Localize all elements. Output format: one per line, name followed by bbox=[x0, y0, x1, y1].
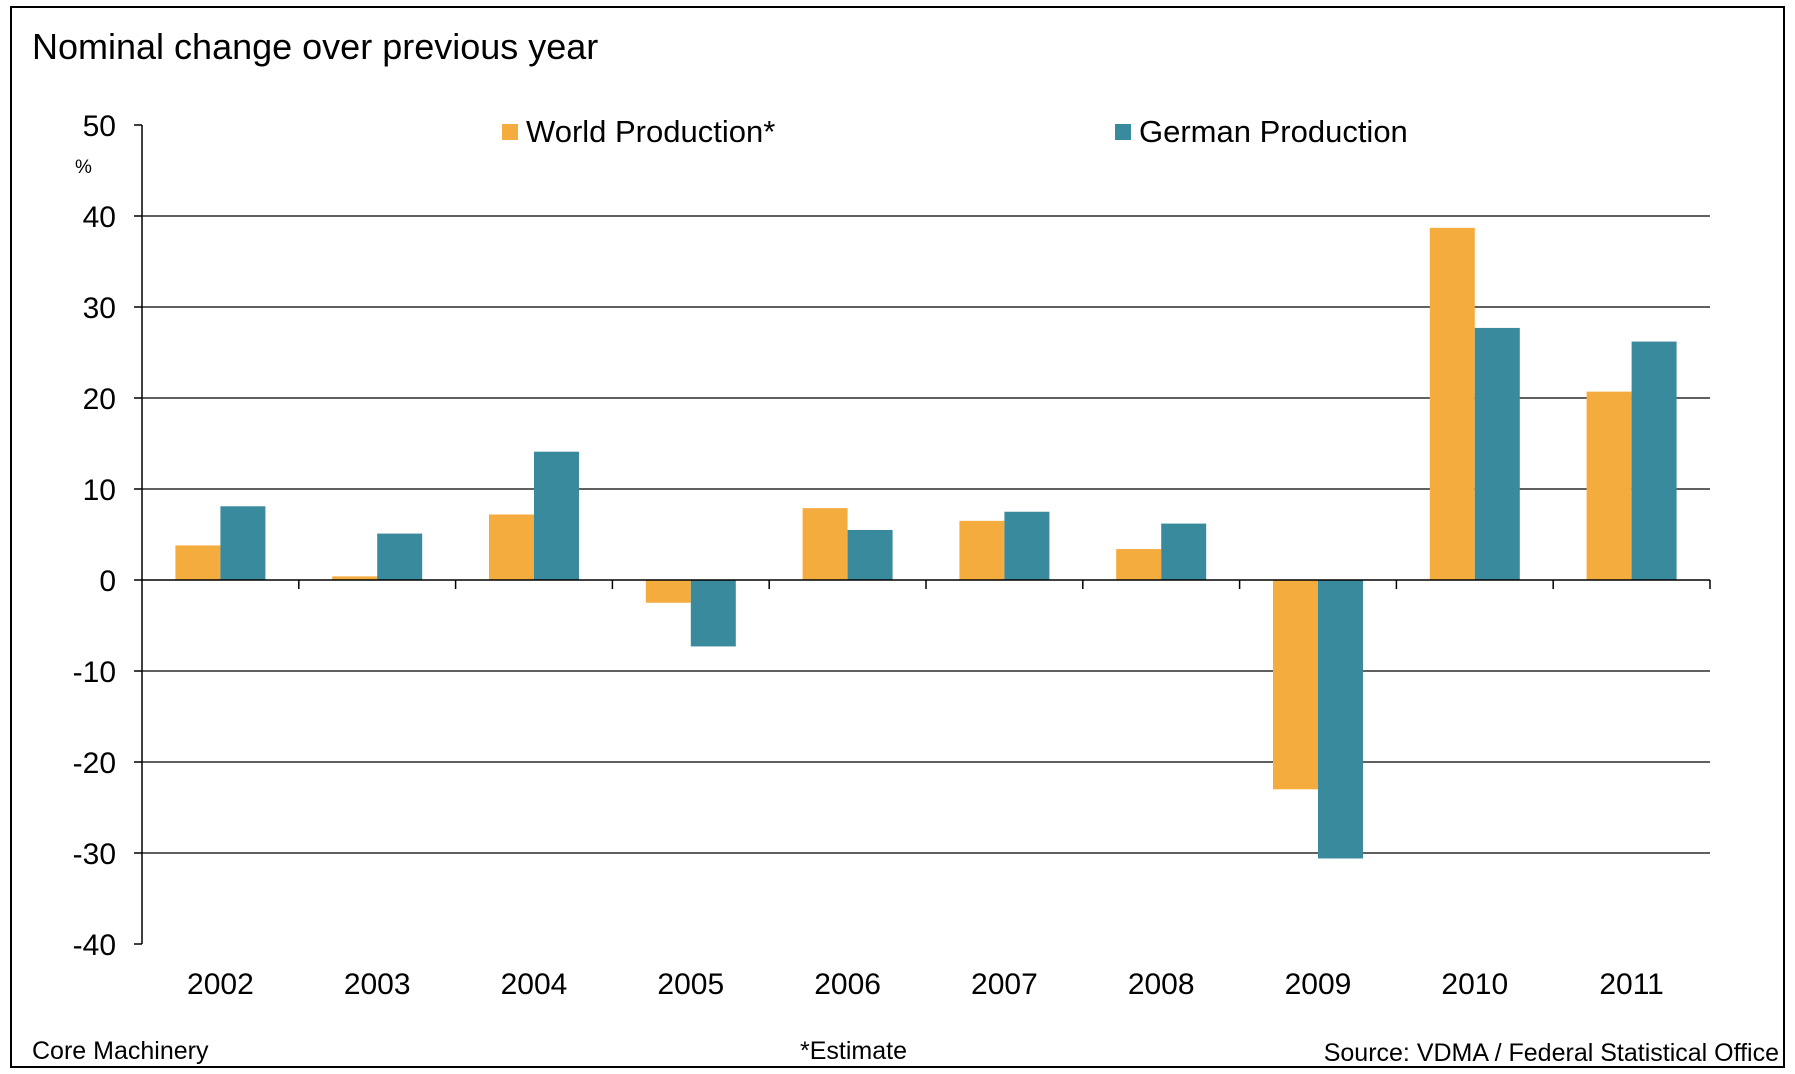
bar-world-2003 bbox=[332, 576, 378, 580]
x-tick-label: 2009 bbox=[1285, 968, 1352, 1001]
legend-label-world: World Production* bbox=[526, 114, 776, 149]
bar-world-2010 bbox=[1429, 227, 1475, 580]
x-tick-label: 2006 bbox=[814, 968, 881, 1001]
bar-world-2007 bbox=[959, 520, 1005, 580]
bar-german-2003 bbox=[377, 533, 423, 580]
y-tick-label: 50 bbox=[83, 110, 116, 143]
bar-world-2006 bbox=[802, 508, 848, 580]
y-tick-label: -10 bbox=[73, 656, 116, 689]
bar-german-2008 bbox=[1161, 523, 1207, 580]
bar-world-2002 bbox=[175, 545, 221, 580]
bar-german-2010 bbox=[1474, 327, 1520, 580]
bar-german-2002 bbox=[220, 506, 266, 580]
bar-german-2009 bbox=[1318, 580, 1363, 859]
bar-world-2008 bbox=[1116, 549, 1162, 580]
y-tick-label: -40 bbox=[73, 929, 116, 962]
bar-world-2009 bbox=[1273, 580, 1318, 790]
x-tick-label: 2011 bbox=[1599, 968, 1664, 1001]
bar-world-2005 bbox=[645, 580, 691, 603]
bar-german-2006 bbox=[847, 529, 893, 580]
footer-note: *Estimate bbox=[800, 1037, 907, 1065]
y-tick-label: 30 bbox=[83, 292, 116, 325]
chart-frame bbox=[10, 6, 1785, 1068]
bar-german-2005 bbox=[690, 580, 736, 647]
x-tick-label: 2002 bbox=[187, 968, 254, 1001]
x-tick-label: 2004 bbox=[501, 968, 568, 1001]
x-tick-label: 2003 bbox=[344, 968, 411, 1001]
footer-source: Source: VDMA / Federal Statistical Offic… bbox=[1323, 1039, 1779, 1067]
y-tick-label: -30 bbox=[73, 838, 116, 871]
x-tick-label: 2005 bbox=[657, 968, 724, 1001]
x-tick-label: 2010 bbox=[1441, 968, 1508, 1001]
bar-world-2011 bbox=[1586, 391, 1632, 580]
legend-item-german: German Production bbox=[1115, 114, 1408, 150]
y-tick-label: 40 bbox=[83, 201, 116, 234]
y-axis-unit: % bbox=[75, 157, 92, 178]
y-tick-label: 20 bbox=[83, 383, 116, 416]
y-tick-label: -20 bbox=[73, 747, 116, 780]
bar-german-2007 bbox=[1004, 511, 1050, 580]
legend-item-world: World Production* bbox=[502, 114, 775, 150]
y-tick-label: 0 bbox=[99, 565, 116, 598]
legend-label-german: German Production bbox=[1139, 114, 1408, 149]
x-tick-label: 2008 bbox=[1128, 968, 1195, 1001]
x-tick-label: 2007 bbox=[971, 968, 1038, 1001]
legend-swatch-world bbox=[502, 124, 518, 140]
bar-world-2004 bbox=[489, 514, 534, 580]
legend-swatch-german bbox=[1115, 124, 1131, 140]
footer-label: Core Machinery bbox=[32, 1037, 209, 1065]
bar-german-2004 bbox=[534, 451, 579, 580]
bar-german-2011 bbox=[1631, 341, 1677, 580]
y-tick-label: 10 bbox=[83, 474, 116, 507]
chart-title: Nominal change over previous year bbox=[32, 26, 599, 67]
